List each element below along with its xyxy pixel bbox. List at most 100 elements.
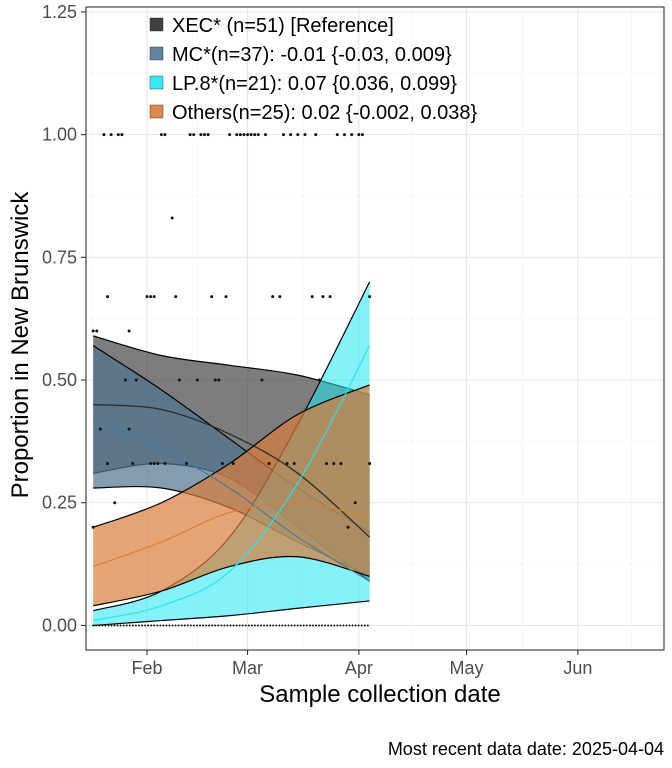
data-point xyxy=(339,461,343,465)
data-point-zero xyxy=(366,624,369,627)
data-point-zero xyxy=(314,624,317,627)
data-point xyxy=(206,133,210,137)
data-point-zero xyxy=(214,624,217,627)
y-tick-label: 0.25 xyxy=(42,493,77,513)
y-axis-title: Proportion in New Brunswick xyxy=(7,191,34,499)
data-point xyxy=(314,133,318,137)
data-point xyxy=(325,461,329,465)
data-point xyxy=(310,295,314,299)
data-point-zero xyxy=(256,624,259,627)
x-tick-label: Apr xyxy=(345,658,373,678)
data-point-zero xyxy=(342,624,345,627)
data-point xyxy=(120,133,124,137)
data-point-zero xyxy=(195,624,198,627)
observations xyxy=(91,133,372,627)
data-point xyxy=(321,295,325,299)
data-point xyxy=(145,295,149,299)
y-tick-label: 1.00 xyxy=(42,125,77,145)
data-point xyxy=(246,133,250,137)
data-point xyxy=(278,295,282,299)
data-point xyxy=(91,525,95,529)
legend-label: LP.8*(n=21): 0.07 {0.036, 0.099} xyxy=(172,73,457,95)
y-tick-label: 1.25 xyxy=(42,2,77,22)
data-point-zero xyxy=(104,624,107,627)
data-point xyxy=(152,295,156,299)
data-point-zero xyxy=(229,624,232,627)
fit-line-mc xyxy=(92,418,370,582)
data-point xyxy=(102,133,106,137)
data-point xyxy=(296,133,300,137)
data-point-zero xyxy=(171,624,174,627)
data-point-zero xyxy=(241,624,244,627)
data-point xyxy=(127,329,131,333)
y-tick-label: 0.00 xyxy=(42,615,77,635)
data-point-zero xyxy=(287,624,290,627)
data-point-zero xyxy=(278,624,281,627)
data-point-zero xyxy=(217,624,220,627)
data-point-zero xyxy=(351,624,354,627)
data-point xyxy=(228,133,232,137)
data-point xyxy=(123,378,127,382)
data-point xyxy=(95,329,99,333)
y-tick-label: 0.75 xyxy=(42,247,77,267)
data-point xyxy=(332,461,336,465)
data-point xyxy=(242,133,246,137)
data-point xyxy=(152,461,156,465)
data-point-zero xyxy=(141,624,144,627)
data-point-zero xyxy=(293,624,296,627)
data-point xyxy=(346,525,350,529)
data-point-zero xyxy=(134,624,137,627)
data-point-zero xyxy=(131,624,134,627)
data-point-zero xyxy=(198,624,201,627)
data-point xyxy=(256,133,260,137)
ribbon-upper-edge xyxy=(92,384,370,528)
data-point-zero xyxy=(253,624,256,627)
data-point-zero xyxy=(128,624,131,627)
x-tick-label: Jun xyxy=(563,658,592,678)
data-point xyxy=(91,329,95,333)
data-point xyxy=(289,133,293,137)
data-point xyxy=(131,461,135,465)
data-point-zero xyxy=(348,624,351,627)
legend-key xyxy=(149,46,164,61)
data-point xyxy=(106,461,110,465)
data-point xyxy=(368,461,372,465)
data-point-zero xyxy=(110,624,113,627)
data-point-zero xyxy=(311,624,314,627)
data-point xyxy=(357,133,361,137)
data-point xyxy=(285,461,289,465)
data-point xyxy=(113,501,117,505)
data-point-zero xyxy=(180,624,183,627)
data-point xyxy=(195,378,199,382)
data-point xyxy=(159,133,163,137)
ribbon-lower-edge xyxy=(93,555,370,607)
data-point-zero xyxy=(150,624,153,627)
data-point xyxy=(202,133,206,137)
data-point xyxy=(264,133,268,137)
data-point-zero xyxy=(345,624,348,627)
data-point-zero xyxy=(186,624,189,627)
data-point-zero xyxy=(162,624,165,627)
data-point xyxy=(149,295,153,299)
data-point-zero xyxy=(327,624,330,627)
data-point-zero xyxy=(113,624,116,627)
data-point xyxy=(163,133,167,137)
data-point-zero xyxy=(159,624,162,627)
data-point-zero xyxy=(354,624,357,627)
ribbon-others xyxy=(93,384,370,606)
data-point xyxy=(271,295,275,299)
data-point-zero xyxy=(317,624,320,627)
data-point-zero xyxy=(305,624,308,627)
data-point-zero xyxy=(183,624,186,627)
data-point xyxy=(342,133,346,137)
ribbon-lower-edge xyxy=(93,600,370,627)
panel-border xyxy=(85,6,665,651)
data-point-zero xyxy=(250,624,253,627)
data-point-zero xyxy=(223,624,226,627)
data-point-zero xyxy=(302,624,305,627)
data-point-zero xyxy=(211,624,214,627)
y-tick-label: 0.50 xyxy=(42,370,77,390)
data-point-zero xyxy=(284,624,287,627)
data-point-zero xyxy=(147,624,150,627)
